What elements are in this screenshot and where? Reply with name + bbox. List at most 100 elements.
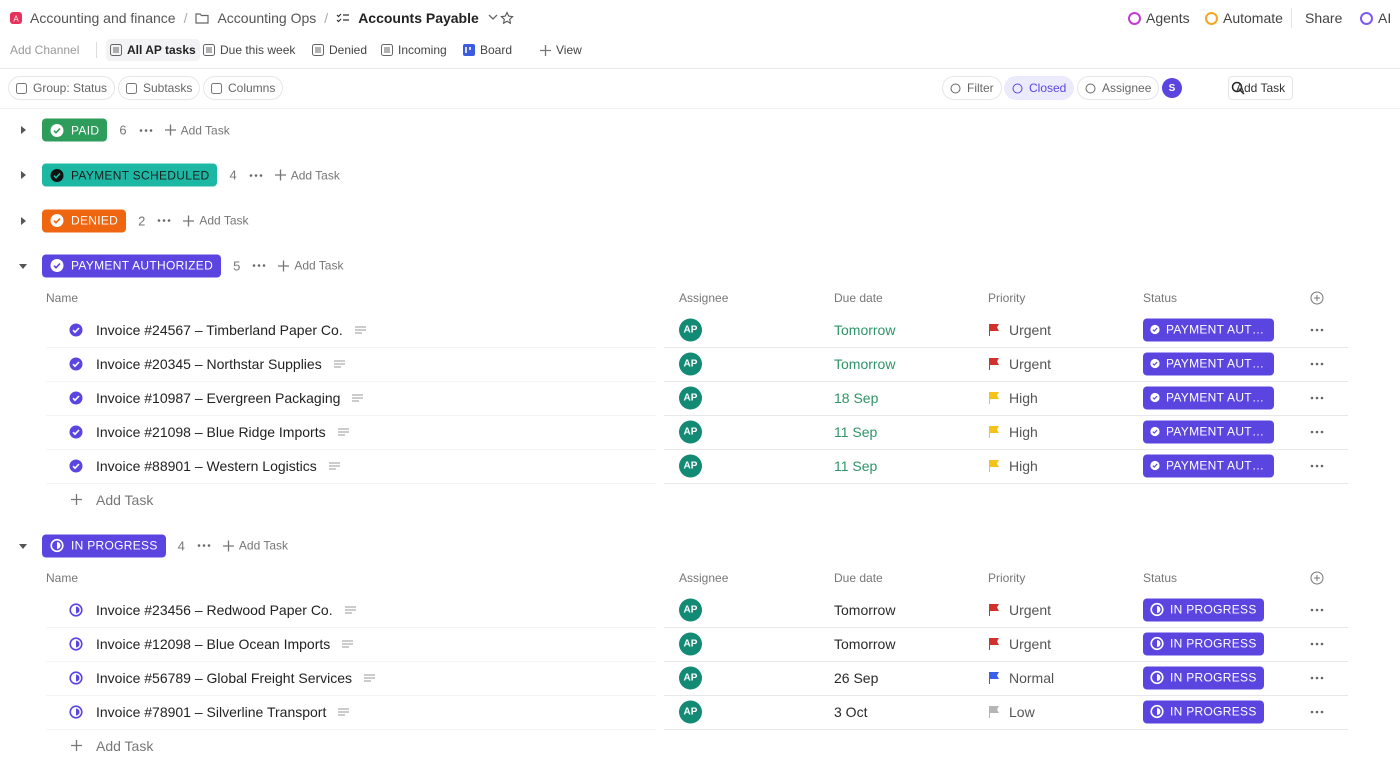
toolbar-button[interactable]	[1231, 81, 1245, 95]
add-task-button[interactable]: Add Task	[183, 214, 249, 228]
header-action[interactable]: Share	[1305, 10, 1342, 26]
row-menu[interactable]	[1310, 464, 1324, 468]
view-tab[interactable]: All AP tasks	[106, 39, 200, 61]
add-column[interactable]	[1310, 291, 1324, 305]
row-menu[interactable]	[1310, 362, 1324, 366]
assignee-avatar[interactable]: AP	[679, 632, 702, 656]
priority[interactable]: High	[988, 458, 1038, 474]
toolbar-button[interactable]: Add Task	[1228, 76, 1294, 100]
due-date[interactable]: 11 Sep	[834, 423, 878, 440]
task-name[interactable]: Invoice #20345 – Northstar Supplies	[96, 356, 345, 372]
task-status-icon[interactable]	[69, 637, 83, 651]
status-pill[interactable]: PAYMENT AUTHORIZED	[1143, 386, 1274, 410]
toolbar-button[interactable]: S	[1162, 78, 1182, 98]
view-tab[interactable]: Denied	[312, 43, 367, 57]
task-status-icon[interactable]	[69, 705, 83, 719]
assignee-avatar[interactable]: AP	[679, 420, 702, 444]
assignee-avatar[interactable]: AP	[679, 386, 702, 410]
due-date[interactable]: 11 Sep	[834, 457, 878, 474]
add-task-button[interactable]: Add Task	[278, 259, 343, 273]
toolbar-button[interactable]: Group: Status	[8, 76, 116, 100]
status-badge[interactable]: PAYMENT AUTHORIZED	[42, 254, 222, 278]
breadcrumb-item[interactable]: Accounts Payable	[358, 10, 479, 26]
row-menu[interactable]	[1310, 642, 1324, 646]
assignee-avatar[interactable]: AP	[679, 352, 702, 376]
row-menu[interactable]	[1310, 608, 1324, 612]
header-action[interactable]: AI	[1360, 10, 1391, 26]
task-name[interactable]: Invoice #24567 – Timberland Paper Co.	[96, 322, 366, 338]
status-pill[interactable]: IN PROGRESS	[1143, 700, 1264, 724]
assignee-avatar[interactable]: AP	[679, 454, 702, 478]
priority[interactable]: Normal	[988, 670, 1054, 686]
task-name[interactable]: Invoice #10987 – Evergreen Packaging	[96, 390, 364, 406]
assignee-avatar[interactable]: AP	[679, 700, 702, 724]
status-badge[interactable]: PAID	[42, 118, 108, 142]
due-date[interactable]: Tomorrow	[834, 601, 896, 618]
header-action[interactable]: Agents	[1128, 10, 1190, 26]
status-pill[interactable]: PAYMENT AUTHORIZED	[1143, 352, 1274, 376]
toolbar-button[interactable]: Subtasks	[118, 76, 201, 100]
status-badge[interactable]: IN PROGRESS	[42, 534, 166, 558]
task-name[interactable]: Invoice #12098 – Blue Ocean Imports	[96, 636, 354, 652]
assignee-avatar[interactable]: AP	[679, 666, 702, 690]
view-tab[interactable]: Incoming	[381, 43, 447, 57]
status-badge[interactable]: PAYMENT SCHEDULED	[42, 163, 218, 187]
task-status-icon[interactable]	[69, 459, 83, 473]
priority[interactable]: Low	[988, 704, 1035, 720]
priority[interactable]: Urgent	[988, 636, 1051, 652]
header-action[interactable]: Automate	[1205, 10, 1283, 26]
row-menu[interactable]	[1310, 710, 1324, 714]
status-pill[interactable]: PAYMENT AUTHORIZED	[1143, 420, 1274, 444]
breadcrumb-item[interactable]: Accounting Ops	[217, 10, 317, 26]
status-pill[interactable]: PAYMENT AUTHORIZED	[1143, 318, 1274, 342]
toolbar-button[interactable]: Columns	[203, 76, 284, 100]
due-date[interactable]: 26 Sep	[834, 669, 879, 686]
row-menu[interactable]	[1310, 328, 1324, 332]
status-pill[interactable]: IN PROGRESS	[1143, 598, 1264, 622]
status-badge[interactable]: DENIED	[42, 209, 127, 233]
view-tab[interactable]: Due this week	[203, 43, 295, 57]
add-task-button[interactable]: Add Task	[222, 539, 288, 553]
task-name[interactable]: Invoice #56789 – Global Freight Services	[96, 670, 376, 686]
group-toggle[interactable]	[19, 216, 27, 225]
task-status-icon[interactable]	[69, 323, 83, 337]
breadcrumb-item[interactable]: Accounting and finance	[30, 10, 176, 26]
task-name[interactable]: Invoice #88901 – Western Logistics	[96, 458, 340, 474]
group-toggle[interactable]	[19, 542, 27, 550]
status-pill[interactable]: IN PROGRESS	[1143, 632, 1264, 656]
add-column[interactable]	[1310, 571, 1324, 585]
view-tab[interactable]: Board	[463, 43, 512, 57]
group-toggle[interactable]	[19, 262, 27, 270]
add-task-row[interactable]: Add Task	[71, 492, 153, 508]
add-task-button[interactable]: Add Task	[164, 123, 230, 137]
priority[interactable]: Urgent	[988, 322, 1051, 338]
task-status-icon[interactable]	[69, 425, 83, 439]
due-date[interactable]: 3 Oct	[834, 703, 868, 720]
priority[interactable]: Urgent	[988, 602, 1051, 618]
status-pill[interactable]: PAYMENT AUTHORIZED	[1143, 454, 1274, 478]
due-date[interactable]: Tomorrow	[834, 635, 896, 652]
add-task-row[interactable]: Add Task	[71, 738, 153, 754]
task-status-icon[interactable]	[69, 357, 83, 371]
add-task-button[interactable]: Add Task	[274, 168, 340, 182]
group-toggle[interactable]	[19, 126, 27, 134]
toolbar-button[interactable]: Assignee	[1077, 76, 1160, 100]
task-status-icon[interactable]	[69, 671, 83, 685]
view-tab[interactable]: Add Channel	[10, 43, 79, 57]
priority[interactable]: High	[988, 390, 1038, 406]
due-date[interactable]: 18 Sep	[834, 389, 879, 406]
due-date[interactable]: Tomorrow	[834, 321, 896, 338]
view-tab[interactable]: View	[540, 43, 582, 57]
assignee-avatar[interactable]: AP	[679, 598, 702, 622]
group-toggle[interactable]	[19, 171, 27, 180]
toolbar-button[interactable]: Filter	[942, 76, 1002, 100]
task-name[interactable]: Invoice #78901 – Silverline Transport	[96, 704, 350, 720]
priority[interactable]: Urgent	[988, 356, 1051, 372]
row-menu[interactable]	[1310, 396, 1324, 400]
assignee-avatar[interactable]: AP	[679, 318, 702, 342]
toolbar-button[interactable]: Closed	[1004, 76, 1075, 100]
task-name[interactable]: Invoice #23456 – Redwood Paper Co.	[96, 602, 356, 618]
row-menu[interactable]	[1310, 430, 1324, 434]
row-menu[interactable]	[1310, 676, 1324, 680]
task-status-icon[interactable]	[69, 603, 83, 617]
